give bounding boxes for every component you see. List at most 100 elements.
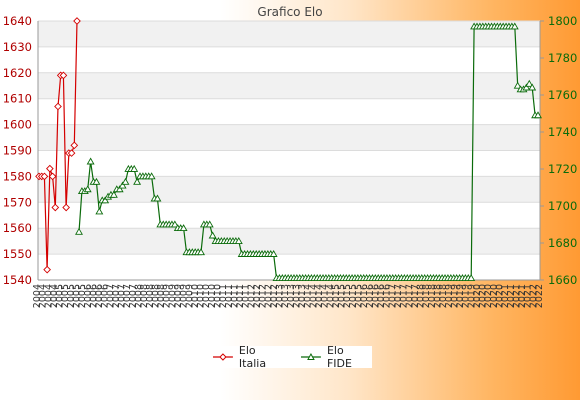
data-point-elo-fide [197, 248, 205, 256]
x-tick-label: 2013 [280, 284, 291, 308]
data-point-elo-fide [130, 164, 139, 172]
data-point-elo-italia [59, 71, 68, 80]
data-point-elo-fide [205, 220, 214, 228]
x-tick-label: 2011 [218, 284, 229, 308]
x-tick-label: 2013 [275, 284, 286, 308]
x-tick-label: 2006 [83, 284, 94, 308]
x-tick-label: 2008 [139, 284, 150, 308]
x-tick-label: 2015 [342, 284, 353, 308]
x-tick-label: 2008 [156, 284, 167, 308]
x-tick-label: 2011 [241, 284, 252, 308]
data-point-elo-italia [40, 172, 49, 181]
data-point-elo-fide [109, 190, 118, 198]
left-tick-label: 1590 [3, 144, 32, 158]
x-tick-label: 2011 [229, 284, 240, 308]
left-axis: 1540 1550 1560 1570 1580 1590 1600 1610 1620 1630… [3, 14, 39, 287]
right-tick-label: 1740 [548, 125, 577, 139]
data-point-elo-fide [522, 83, 531, 91]
data-point-elo-fide [95, 207, 104, 215]
x-tick-label: 2014 [308, 284, 319, 308]
data-point-elo-fide [534, 111, 542, 119]
x-tick-label: 2009 [179, 284, 190, 308]
data-point-elo-fide [234, 237, 243, 244]
x-tick-label: 2019 [449, 284, 460, 308]
x-tick-label: 2004 [43, 284, 54, 308]
x-tick-label: 2014 [314, 284, 325, 308]
x-tick-label: 2022 [528, 284, 539, 308]
data-point-elo-fide [75, 227, 83, 235]
x-tick-label: 2010 [201, 284, 212, 308]
x-tick-label: 2006 [100, 284, 111, 308]
left-tick-label: 1580 [3, 169, 32, 183]
x-tick-label: 2011 [224, 284, 235, 308]
right-tick-label: 1780 [548, 51, 577, 65]
left-tick-label: 1540 [3, 273, 32, 287]
x-tick-label: 2014 [320, 284, 331, 308]
x-tick-label: 2010 [190, 284, 201, 308]
data-point-elo-fide [118, 181, 127, 189]
x-tick-label: 2007 [128, 284, 139, 308]
x-tick-label: 2012 [258, 284, 269, 308]
x-tick-label: 2005 [77, 284, 88, 308]
x-tick-label: 2006 [94, 284, 105, 308]
grid-band [38, 72, 540, 99]
x-tick-label: 2018 [433, 284, 444, 308]
x-tick-label: 2008 [150, 284, 161, 308]
x-tick-label: 2005 [72, 284, 83, 308]
data-point-elo-fide [133, 177, 142, 185]
legend-item-elo-italia: Elo Italia [212, 344, 286, 370]
x-tick-label: 2018 [421, 284, 432, 308]
x-tick-label: 2020 [489, 284, 500, 308]
left-tick-label: 1600 [3, 118, 32, 132]
right-tick-label: 1760 [548, 88, 577, 102]
x-tick-label: 2006 [88, 284, 99, 308]
x-tick-label: 2018 [438, 284, 449, 308]
x-tick-label: 2018 [427, 284, 438, 308]
x-axis: 2004200420042004200520052005200520052006… [32, 279, 545, 308]
legend-label-elo-fide: Elo FIDE [326, 344, 352, 370]
right-tick-label: 1800 [548, 14, 577, 28]
data-point-elo-italia [73, 17, 81, 25]
x-tick-label: 2013 [286, 284, 297, 308]
data-point-elo-fide [208, 231, 217, 239]
x-tick-label: 2005 [66, 284, 77, 308]
data-point-elo-fide [147, 172, 156, 180]
data-point-elo-fide [121, 177, 130, 185]
data-point-elo-italia [67, 149, 76, 157]
left-tick-label: 1640 [3, 14, 32, 28]
data-point-elo-fide [86, 157, 95, 165]
left-tick-label: 1620 [3, 66, 32, 80]
x-tick-label: 2021 [500, 284, 511, 308]
data-point-elo-fide [92, 177, 101, 185]
x-tick-label: 2019 [466, 284, 477, 308]
left-tick-label: 1550 [3, 247, 32, 261]
data-point-elo-fide [528, 83, 537, 91]
right-tick-label: 1680 [548, 236, 577, 250]
x-tick-label: 2010 [207, 284, 218, 308]
x-tick-label: 2014 [325, 284, 336, 308]
x-tick-label: 2013 [297, 284, 308, 308]
data-point-elo-italia [54, 102, 62, 111]
data-point-elo-fide [83, 185, 92, 193]
data-point-elo-italia [70, 141, 79, 150]
x-tick-label: 2016 [359, 284, 370, 308]
data-point-elo-fide [115, 185, 124, 193]
x-tick-label: 2015 [337, 284, 348, 308]
data-point-elo-italia [62, 203, 70, 212]
x-tick-label: 2017 [393, 284, 404, 308]
data-point-elo-fide [510, 22, 519, 30]
right-tick-label: 1700 [548, 199, 577, 213]
x-tick-label: 2017 [404, 284, 415, 308]
x-tick-label: 2016 [382, 284, 393, 308]
left-tick-label: 1630 [3, 40, 32, 54]
x-tick-label: 2021 [517, 284, 528, 308]
grid-band [38, 124, 540, 151]
data-point-elo-fide [525, 79, 534, 87]
x-tick-label: 2007 [117, 284, 128, 308]
x-tick-label: 2004 [49, 284, 60, 308]
x-tick-label: 2013 [292, 284, 303, 308]
x-tick-label: 2020 [483, 284, 494, 308]
x-tick-label: 2008 [134, 284, 145, 308]
x-tick-label: 2017 [387, 284, 398, 308]
